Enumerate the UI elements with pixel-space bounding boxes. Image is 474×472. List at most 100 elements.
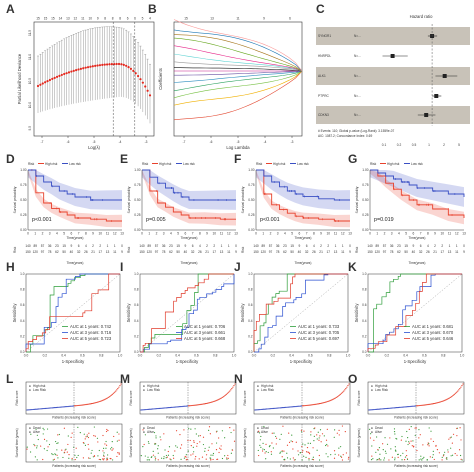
panel-l-score-point xyxy=(104,398,106,400)
panel-h-xtick: 0.8 xyxy=(99,354,104,358)
panel-c-row-band xyxy=(316,106,470,124)
panel-c-estimate xyxy=(390,54,395,58)
panel-o-status-point xyxy=(442,455,445,457)
panel-d-risk-count: 36 xyxy=(48,244,52,248)
panel-o-status-point xyxy=(394,457,396,459)
panel-n-status-point xyxy=(318,459,321,461)
panel-n-score-point xyxy=(281,407,284,409)
panel-d-km: Risk High risk Low risk 1.00 0.75 0.50 0.25 0.0… xyxy=(13,162,124,265)
panel-l-status-point xyxy=(111,446,113,449)
panel-f-risk-count: 11 xyxy=(341,250,345,254)
panel-n-status-point xyxy=(325,444,327,447)
panel-m-status-point xyxy=(147,456,149,458)
panel-n-status-point xyxy=(303,455,305,457)
panel-l-status-point xyxy=(105,447,107,449)
panel-d-ytick: 0.25 xyxy=(20,213,26,217)
panel-a-point xyxy=(77,68,80,71)
panel-n-status-point xyxy=(273,432,275,434)
panel-letter-n: N xyxy=(234,372,243,386)
panel-d-km-curve xyxy=(28,169,122,201)
panel-m-score-point xyxy=(183,405,185,407)
panel-d-risk-count: 9 xyxy=(121,250,123,254)
panel-o-score-point xyxy=(443,400,445,402)
panel-o-score-point xyxy=(414,405,417,407)
panel-f-xtick: 0 xyxy=(255,232,257,236)
panel-m-status-point xyxy=(155,435,157,437)
panel-d-xtick: 1 xyxy=(34,232,36,236)
panel-n-legend-high: High risk xyxy=(261,384,274,388)
panel-n-score-point xyxy=(260,408,262,411)
panel-l-score-point xyxy=(48,407,50,409)
panel-n-status-point xyxy=(308,453,311,455)
panel-f-xtick: 7 xyxy=(306,232,308,236)
panel-l-score-point xyxy=(42,408,44,410)
panel-l-status-point xyxy=(77,454,79,457)
panel-l-status-point xyxy=(109,457,111,460)
panel-h-xlabel: 1-Specificity xyxy=(62,359,85,364)
panel-n-score-point xyxy=(274,407,276,409)
panel-f-ytick: 0.50 xyxy=(248,198,254,202)
panel-l-status-point xyxy=(110,448,112,450)
panel-m-score-point xyxy=(210,401,212,404)
panel-l-score-point xyxy=(105,398,107,400)
panel-e-ytick: 0.50 xyxy=(134,198,140,202)
panel-m-score-point xyxy=(187,405,190,407)
panel-l-status-point xyxy=(66,451,68,453)
panel-a-point xyxy=(55,75,59,78)
panel-i-xtick: 0.8 xyxy=(213,354,218,358)
panel-e-xtick: 2 xyxy=(156,232,158,236)
panel-m-score-point xyxy=(177,406,179,408)
panel-o-score-point xyxy=(383,408,385,410)
panel-l-status-point xyxy=(46,440,48,442)
panel-l-status-point xyxy=(74,458,76,461)
panel-a-point xyxy=(84,66,87,69)
panel-o-score-point xyxy=(429,403,431,405)
panel-a-xtick-label: -6 xyxy=(67,140,70,144)
panel-c-axis-tick: 5 xyxy=(458,143,460,147)
panel-o-score-point xyxy=(452,394,455,396)
panel-c-axis-tick: 0.2 xyxy=(397,143,402,147)
panel-l-score-point xyxy=(119,385,121,387)
panel-l-score-point xyxy=(99,400,101,403)
panel-letter-e: E xyxy=(120,152,129,166)
panel-m-status-point xyxy=(224,455,226,457)
panel-n-score-point xyxy=(336,396,338,398)
panel-d-risk-count: 40 xyxy=(70,250,74,254)
panel-d-risk-count: 1 xyxy=(107,244,109,248)
panel-n-score-point xyxy=(262,408,265,410)
panel-o-score-point xyxy=(413,405,416,407)
panel-a-point xyxy=(36,84,40,88)
panel-o-status-point xyxy=(435,444,437,447)
panel-o-score-point xyxy=(457,390,459,392)
panel-n-score-point xyxy=(330,399,332,401)
panel-o-score-point xyxy=(404,406,406,408)
panel-a-xtick-label: -4 xyxy=(119,140,122,144)
panel-e-ytick: 0.25 xyxy=(134,213,140,217)
panel-m-status-point xyxy=(209,433,211,435)
panel-l-score-point xyxy=(58,406,60,408)
panel-m-status-point xyxy=(202,443,205,446)
panel-f-pvalue: p<0.001 xyxy=(260,217,280,223)
panel-l-score-point xyxy=(41,408,43,410)
panel-c-axis-tick: 2 xyxy=(443,143,445,147)
panel-l-score-point xyxy=(77,404,79,407)
panel-h-xtick: 0.0 xyxy=(24,354,29,358)
panel-g-risk-count: 9 xyxy=(463,250,465,254)
panel-l-status-point xyxy=(43,438,46,440)
panel-m-status-point xyxy=(140,455,142,457)
panel-m-status-point xyxy=(218,451,220,454)
panel-g-xtick: 3 xyxy=(391,232,393,236)
panel-l-status-point xyxy=(102,450,104,452)
panel-n-score-point xyxy=(309,404,311,406)
panel-l-score-point xyxy=(63,406,65,408)
panel-o-status-point xyxy=(377,458,379,461)
panel-l-score-point xyxy=(109,395,112,397)
panel-o-status-point xyxy=(431,456,434,458)
panel-l-status-point xyxy=(43,429,45,431)
panel-l-status-point xyxy=(56,442,58,445)
panel-b-coef-path xyxy=(173,19,303,72)
panel-l-score-point xyxy=(103,399,105,401)
panel-m-score-point xyxy=(154,408,156,410)
panel-l-status-point xyxy=(76,456,78,459)
